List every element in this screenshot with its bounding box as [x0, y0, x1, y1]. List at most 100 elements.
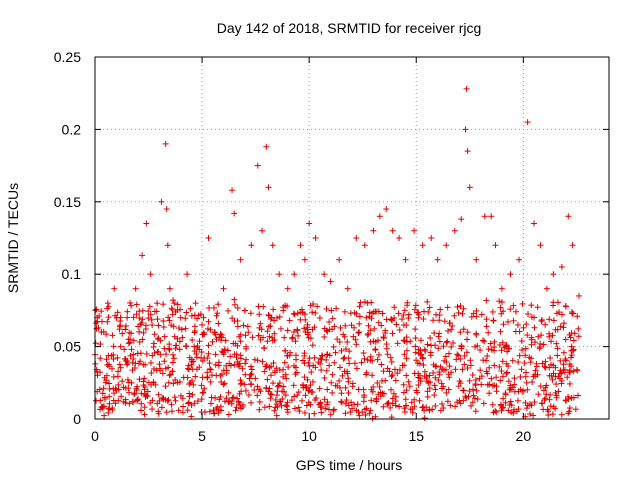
- data-point: [280, 383, 287, 390]
- data-point: [436, 312, 443, 319]
- data-point: [496, 298, 503, 305]
- data-point: [116, 361, 123, 368]
- data-point: [570, 337, 577, 344]
- data-point: [558, 370, 565, 377]
- data-point: [194, 315, 201, 322]
- data-point: [507, 271, 514, 278]
- data-point: [307, 401, 314, 408]
- data-point: [293, 369, 300, 376]
- data-point: [379, 310, 386, 317]
- data-point: [211, 329, 218, 336]
- data-point: [336, 338, 343, 345]
- data-point: [130, 351, 137, 358]
- data-point: [392, 377, 399, 384]
- data-point: [567, 334, 574, 341]
- data-point: [523, 405, 530, 412]
- data-point: [550, 271, 557, 278]
- data-point: [534, 304, 541, 311]
- data-point: [485, 346, 492, 353]
- data-point: [327, 411, 334, 418]
- data-point: [330, 343, 337, 350]
- data-point: [442, 366, 449, 373]
- data-point: [524, 386, 531, 393]
- data-point: [110, 385, 117, 392]
- data-point: [411, 403, 418, 410]
- data-point: [106, 393, 113, 400]
- data-point: [301, 374, 308, 381]
- data-point: [522, 373, 529, 380]
- data-point: [535, 391, 542, 398]
- data-point: [306, 220, 313, 227]
- data-point: [168, 322, 175, 329]
- data-point: [352, 336, 359, 343]
- data-point: [483, 316, 490, 323]
- data-point: [419, 242, 426, 249]
- data-point: [273, 412, 280, 419]
- data-point: [499, 299, 506, 306]
- data-point: [124, 360, 131, 367]
- data-point: [461, 352, 468, 359]
- data-point: [143, 392, 150, 399]
- data-point: [248, 370, 255, 377]
- data-point: [557, 357, 564, 364]
- data-point: [324, 351, 331, 358]
- data-point: [488, 213, 495, 220]
- data-point: [96, 386, 103, 393]
- data-point: [568, 363, 575, 370]
- data-point: [346, 348, 353, 355]
- data-point: [158, 404, 165, 411]
- data-point: [191, 329, 198, 336]
- data-point: [321, 333, 328, 340]
- data-point: [210, 410, 217, 417]
- data-point: [353, 341, 360, 348]
- data-point: [134, 397, 141, 404]
- data-point: [376, 213, 383, 220]
- data-point: [288, 397, 295, 404]
- data-point: [464, 365, 471, 372]
- data-point: [269, 337, 276, 344]
- data-point: [555, 388, 562, 395]
- data-point: [390, 390, 397, 397]
- data-point: [478, 381, 485, 388]
- data-point: [543, 285, 550, 292]
- data-point: [342, 410, 349, 417]
- data-point: [556, 309, 563, 316]
- data-point: [308, 369, 315, 376]
- data-point: [226, 360, 233, 367]
- data-point: [393, 321, 400, 328]
- data-point: [276, 398, 283, 405]
- data-point: [512, 328, 519, 335]
- data-point: [148, 359, 155, 366]
- data-point: [283, 375, 290, 382]
- data-point: [319, 352, 326, 359]
- data-point: [244, 323, 251, 330]
- data-point: [104, 318, 111, 325]
- data-point: [521, 360, 528, 367]
- data-point: [374, 379, 381, 386]
- data-point: [516, 256, 523, 263]
- data-point: [539, 316, 546, 323]
- data-point: [528, 336, 535, 343]
- data-point: [524, 332, 531, 339]
- data-point: [247, 380, 254, 387]
- data-point: [329, 326, 336, 333]
- data-point: [473, 307, 480, 314]
- data-point: [207, 400, 214, 407]
- data-point: [328, 379, 335, 386]
- data-point: [231, 296, 238, 303]
- data-point: [344, 338, 351, 345]
- data-point: [414, 360, 421, 367]
- data-point: [149, 352, 156, 359]
- data-point: [350, 333, 357, 340]
- data-point: [529, 378, 536, 385]
- data-point: [346, 360, 353, 367]
- data-point: [353, 310, 360, 317]
- data-point: [541, 363, 548, 370]
- data-point: [363, 314, 370, 321]
- data-point: [185, 366, 192, 373]
- data-point: [538, 318, 545, 325]
- data-point: [220, 351, 227, 358]
- data-point: [547, 403, 554, 410]
- data-point: [478, 373, 485, 380]
- data-point: [142, 361, 149, 368]
